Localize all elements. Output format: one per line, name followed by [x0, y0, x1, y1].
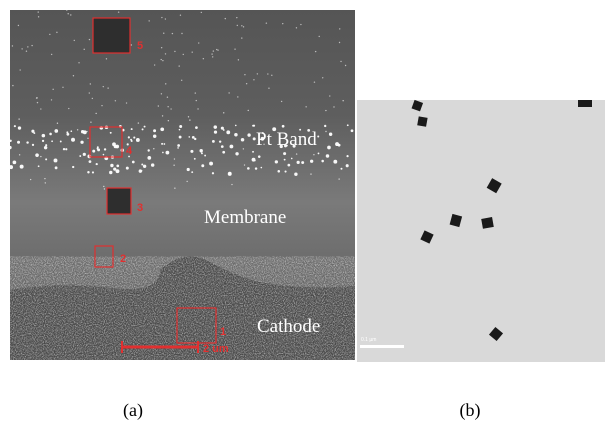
band-label: Cathode	[257, 316, 320, 337]
region-label: 3	[137, 202, 143, 214]
caption: (b)	[460, 400, 481, 421]
band-label: Membrane	[204, 207, 286, 228]
band-label: Pt Band	[256, 129, 317, 150]
tem-image: 0.1 µm	[357, 100, 605, 362]
region-label: 2	[120, 253, 126, 265]
scale-label: 0.1 µm	[361, 337, 376, 343]
region-label: 5	[137, 40, 143, 52]
region-label: 1	[220, 326, 226, 338]
caption: (a)	[123, 400, 143, 421]
figure: 5 4 3 2 1 Pt Band Membrane Cathode 2 um …	[0, 0, 605, 423]
region-label: 4	[126, 145, 133, 157]
scale-label: 2 um	[203, 343, 229, 355]
